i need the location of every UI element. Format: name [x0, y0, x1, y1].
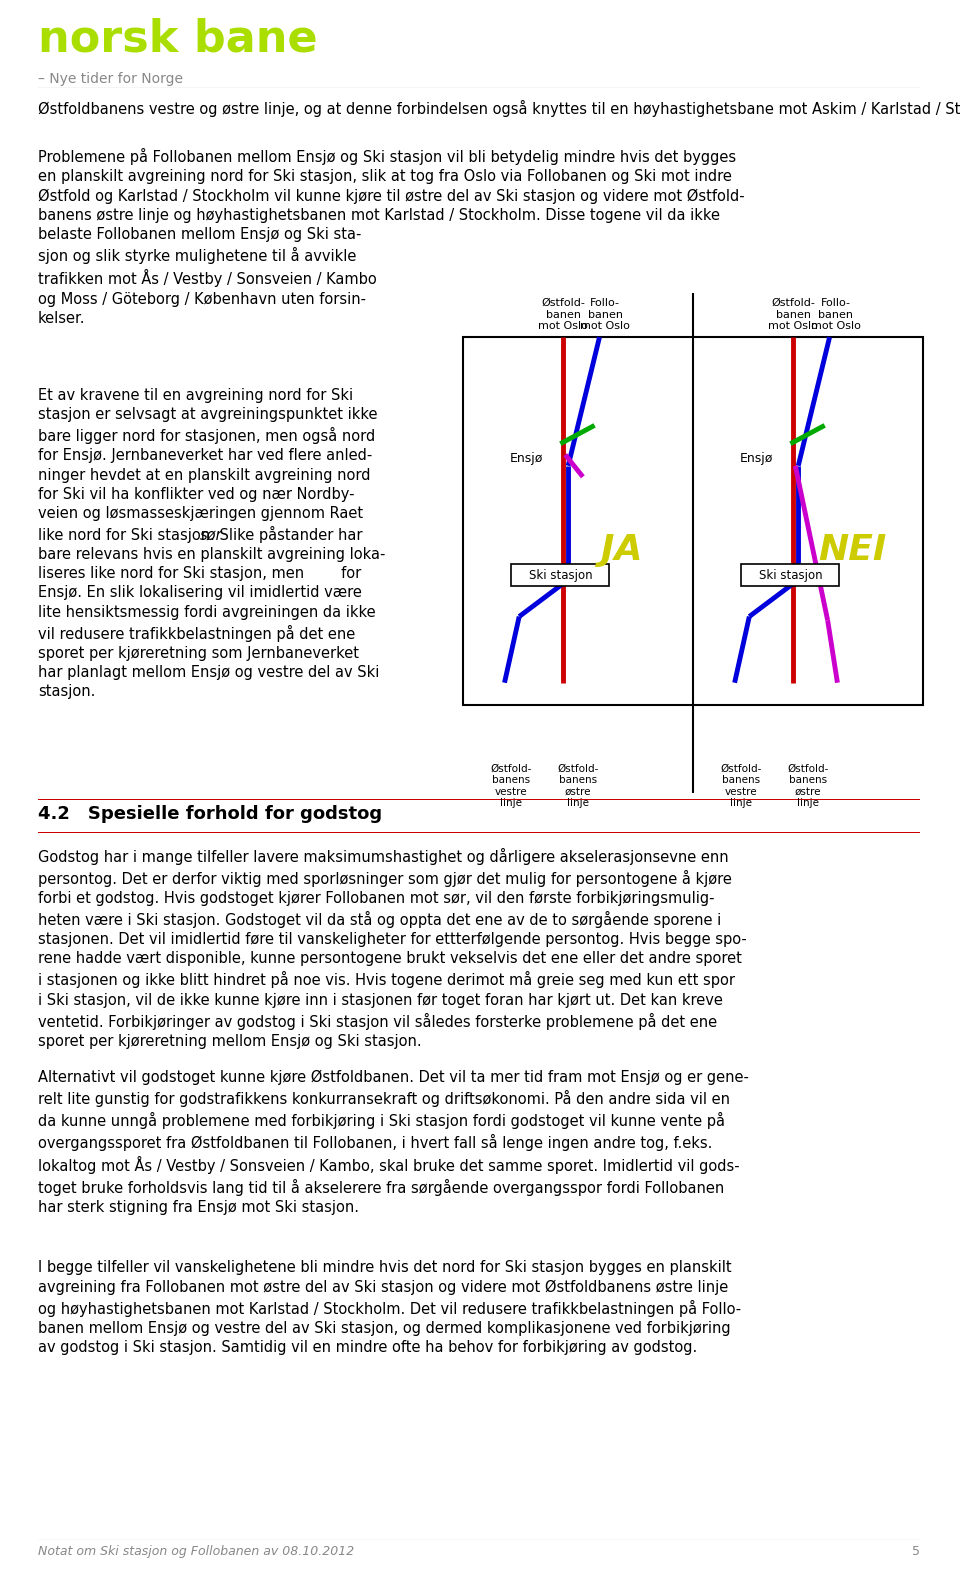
Text: 4.2 Spesielle forhold for godstog: 4.2 Spesielle forhold for godstog [38, 806, 382, 823]
Text: Østfold-
banen
mot Oslo: Østfold- banen mot Oslo [768, 298, 818, 331]
FancyBboxPatch shape [512, 564, 610, 586]
Text: JA: JA [601, 533, 643, 567]
Text: Ski stasjon: Ski stasjon [758, 568, 822, 583]
Text: Ensjø: Ensjø [510, 451, 542, 465]
Text: – Nye tider for Norge: – Nye tider for Norge [38, 71, 183, 85]
Text: Et av kravene til en avgreining nord for Ski
stasjon er selvsagt at avgreiningsp: Et av kravene til en avgreining nord for… [38, 388, 385, 700]
Text: Follo-
banen
mot Oslo: Follo- banen mot Oslo [581, 298, 631, 331]
Text: Godstog har i mange tilfeller lavere maksimumshastighet og dårligere akselerasjo: Godstog har i mange tilfeller lavere mak… [38, 848, 747, 1048]
Text: Notat om Ski stasjon og Follobanen av 08.10.2012: Notat om Ski stasjon og Follobanen av 08… [38, 1545, 354, 1558]
Bar [463, 337, 924, 704]
Text: Østfold-
banens
østre
linje: Østfold- banens østre linje [557, 763, 599, 809]
Text: 5: 5 [912, 1545, 920, 1558]
Text: Østfold-
banen
mot Oslo: Østfold- banen mot Oslo [539, 298, 588, 331]
Text: Problemene på Follobanen mellom Ensjø og Ski stasjon vil bli betydelig mindre hv: Problemene på Follobanen mellom Ensjø og… [38, 147, 745, 326]
Text: NEI: NEI [818, 533, 886, 567]
Text: Østfoldbanens vestre og østre linje, og at denne forbindelsen også knyttes til e: Østfoldbanens vestre og østre linje, og … [38, 100, 960, 117]
Text: I begge tilfeller vil vanskelighetene bli mindre hvis det nord for Ski stasjon b: I begge tilfeller vil vanskelighetene bl… [38, 1260, 741, 1355]
Text: Østfold-
banens
vestre
linje: Østfold- banens vestre linje [491, 763, 532, 809]
FancyBboxPatch shape [741, 564, 839, 586]
Text: Østfold-
banens
vestre
linje: Østfold- banens vestre linje [721, 763, 762, 809]
Text: norsk bane: norsk bane [38, 17, 318, 62]
Text: Ski stasjon: Ski stasjon [529, 568, 592, 583]
Text: Ensjø: Ensjø [739, 451, 773, 465]
Text: Alternativt vil godstoget kunne kjøre Østfoldbanen. Det vil ta mer tid fram mot : Alternativt vil godstoget kunne kjøre Øs… [38, 1070, 749, 1216]
Text: Follo-
banen
mot Oslo: Follo- banen mot Oslo [810, 298, 860, 331]
Text: sør: sør [200, 529, 223, 543]
Text: Østfold-
banens
østre
linje: Østfold- banens østre linje [787, 763, 828, 809]
